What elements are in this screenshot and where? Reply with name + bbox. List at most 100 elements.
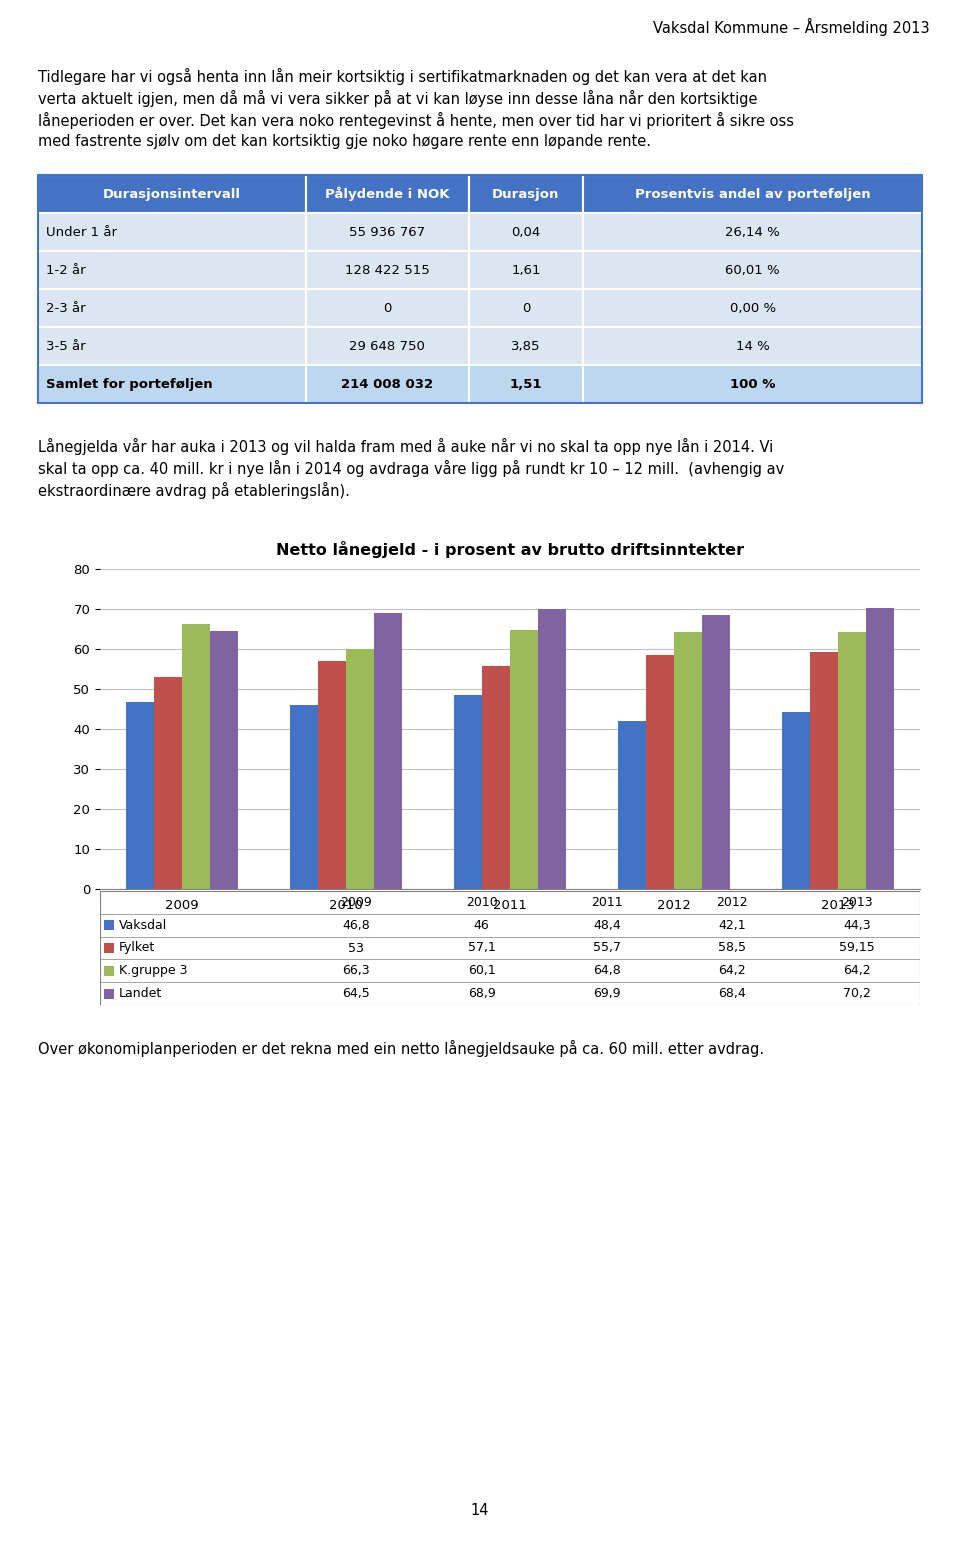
Bar (468, 290, 584, 327)
Text: 64,2: 64,2 (844, 965, 871, 977)
Text: 0,04: 0,04 (512, 226, 540, 239)
Text: 1,51: 1,51 (510, 378, 542, 390)
Bar (38, 214, 306, 251)
Text: K.gruppe 3: K.gruppe 3 (119, 965, 187, 977)
Text: Vaksdal: Vaksdal (119, 919, 167, 931)
Text: 128 422 515: 128 422 515 (345, 263, 429, 277)
Bar (584, 366, 922, 403)
Text: skal ta opp ca. 40 mill. kr i nye lån i 2014 og avdraga våre ligg på rundt kr 10: skal ta opp ca. 40 mill. kr i nye lån i … (38, 460, 784, 477)
Text: 55,7: 55,7 (593, 942, 621, 954)
Bar (702, 615, 730, 889)
Bar (468, 251, 584, 290)
Bar (866, 609, 894, 889)
Text: 59,15: 59,15 (839, 942, 876, 954)
Text: 53: 53 (348, 942, 364, 954)
Bar (306, 251, 468, 290)
Bar (38, 251, 306, 290)
Bar (674, 632, 702, 889)
Bar (584, 251, 922, 290)
Bar (618, 720, 646, 889)
Text: 1,61: 1,61 (511, 263, 540, 277)
Bar (468, 327, 584, 366)
Text: 66,3: 66,3 (343, 965, 370, 977)
Text: 57,1: 57,1 (468, 942, 495, 954)
Text: 3-5 år: 3-5 år (46, 339, 85, 353)
Bar (584, 175, 922, 214)
Text: Under 1 år: Under 1 år (46, 226, 117, 239)
Bar (538, 609, 565, 889)
Text: Over økonomiplanperioden er det rekna med ein netto lånegjeldsauke på ca. 60 mil: Over økonomiplanperioden er det rekna me… (38, 1039, 764, 1056)
Text: 68,9: 68,9 (468, 987, 495, 1001)
Text: 2-3 år: 2-3 år (46, 302, 85, 314)
Text: 46,8: 46,8 (343, 919, 371, 931)
Bar (482, 666, 510, 889)
Bar (104, 920, 114, 931)
Text: Landet: Landet (119, 987, 162, 1001)
Bar (38, 175, 922, 403)
Bar (210, 630, 238, 889)
Text: Durasjonsintervall: Durasjonsintervall (103, 187, 241, 200)
Text: 60,1: 60,1 (468, 965, 495, 977)
Text: Pålydende i NOK: Pålydende i NOK (324, 187, 449, 201)
Bar (38, 175, 306, 214)
Bar (810, 652, 838, 889)
Bar (127, 702, 155, 889)
Bar (318, 660, 346, 889)
Text: Tidlegare har vi også henta inn lån meir kortsiktig i sertifikatmarknaden og det: Tidlegare har vi også henta inn lån meir… (38, 68, 767, 85)
Text: 2009: 2009 (341, 895, 372, 909)
Bar (584, 327, 922, 366)
Text: 3,85: 3,85 (511, 339, 540, 353)
Text: med fastrente sjølv om det kan kortsiktig gje noko høgare rente enn løpande rent: med fastrente sjølv om det kan kortsikti… (38, 135, 651, 149)
Text: 100 %: 100 % (730, 378, 776, 390)
Bar (584, 290, 922, 327)
Bar (454, 696, 482, 889)
Bar (306, 214, 468, 251)
Bar (155, 677, 182, 889)
Bar (290, 705, 318, 889)
Text: 2012: 2012 (716, 895, 748, 909)
Text: 2011: 2011 (591, 895, 623, 909)
Text: 2013: 2013 (842, 895, 874, 909)
Text: 48,4: 48,4 (593, 919, 621, 931)
Bar (306, 327, 468, 366)
Bar (38, 327, 306, 366)
Text: 214 008 032: 214 008 032 (341, 378, 433, 390)
Text: låneperioden er over. Det kan vera noko rentegevinst å hente, men over tid har v: låneperioden er over. Det kan vera noko … (38, 112, 794, 129)
Text: 0: 0 (383, 302, 392, 314)
Text: 46: 46 (473, 919, 490, 931)
Text: 44,3: 44,3 (844, 919, 871, 931)
Text: 2010: 2010 (466, 895, 497, 909)
Text: Lånegjelda vår har auka i 2013 og vil halda fram med å auke når vi no skal ta op: Lånegjelda vår har auka i 2013 og vil ha… (38, 438, 773, 455)
Text: Fylket: Fylket (119, 942, 156, 954)
Bar (468, 175, 584, 214)
Bar (373, 613, 401, 889)
Bar (782, 713, 810, 889)
Bar (38, 366, 306, 403)
Text: 70,2: 70,2 (844, 987, 872, 1001)
Text: 14 %: 14 % (735, 339, 770, 353)
Text: 64,2: 64,2 (718, 965, 746, 977)
Bar (306, 175, 468, 214)
Bar (468, 214, 584, 251)
Bar (584, 214, 922, 251)
Text: 64,5: 64,5 (343, 987, 371, 1001)
Bar (182, 624, 210, 889)
Text: ekstraordinære avdrag på etableringslån).: ekstraordinære avdrag på etableringslån)… (38, 482, 349, 499)
Bar (346, 649, 373, 889)
Bar (104, 988, 114, 999)
Bar (104, 943, 114, 953)
Text: 60,01 %: 60,01 % (726, 263, 780, 277)
Text: Vaksdal Kommune – Årsmelding 2013: Vaksdal Kommune – Årsmelding 2013 (654, 19, 930, 36)
Text: 14: 14 (470, 1503, 490, 1518)
Text: 1-2 år: 1-2 år (46, 263, 85, 277)
Text: 64,8: 64,8 (593, 965, 621, 977)
Text: 29 648 750: 29 648 750 (349, 339, 425, 353)
Text: 69,9: 69,9 (593, 987, 620, 1001)
Text: 58,5: 58,5 (718, 942, 746, 954)
Text: Prosentvis andel av porteføljen: Prosentvis andel av porteføljen (635, 187, 871, 200)
Bar (306, 366, 468, 403)
Bar (104, 965, 114, 976)
Title: Netto lånegjeld - i prosent av brutto driftsinntekter: Netto lånegjeld - i prosent av brutto dr… (276, 541, 744, 558)
Text: Durasjon: Durasjon (492, 187, 560, 200)
Bar (838, 632, 866, 889)
